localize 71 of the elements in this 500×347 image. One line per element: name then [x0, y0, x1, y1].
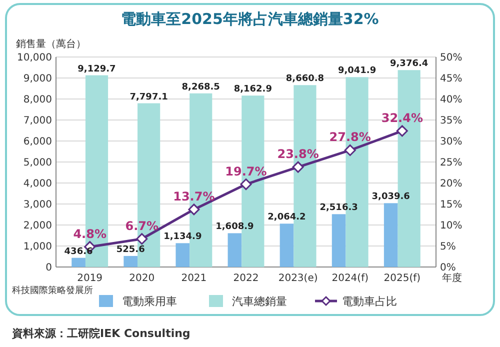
point [396, 125, 408, 137]
bar [72, 258, 86, 267]
point [292, 161, 304, 173]
point [188, 204, 200, 216]
text: 科技國際策略發展所 [12, 285, 93, 296]
y-tick-label: 3,000 [23, 200, 52, 210]
y-tick-label: 7,000 [23, 116, 52, 126]
data-label: 2,516.3 [320, 203, 358, 214]
y2-tick-label: 10% [440, 220, 462, 232]
x-tick-label: 2021 [181, 273, 207, 284]
x-tick-label: 2020 [129, 273, 155, 284]
x-tick-label: 2023(e) [278, 273, 318, 284]
y2-tick-label: 25% [440, 158, 462, 168]
y2-tick-label: 30% [440, 136, 462, 148]
bar [280, 224, 294, 267]
y2-tick-label: 40% [440, 94, 462, 106]
data-label: 436.6 [64, 246, 93, 257]
x-tick-label: 2024(f) [332, 273, 369, 284]
y2-tick-label: 20% [440, 178, 462, 190]
data-label: 4.8% [73, 226, 106, 241]
source-note: 資料來源：工研院IEK Consulting [11, 327, 190, 340]
y2-tick-label: 50% [440, 52, 462, 64]
data-label: 3,039.6 [372, 192, 410, 202]
y-tick-label: 9,000 [23, 74, 52, 84]
y-tick-label: 4,000 [23, 178, 52, 190]
data-label: 1,608.9 [216, 222, 254, 232]
bar [384, 203, 398, 267]
data-label: 2,064.2 [268, 212, 306, 223]
data-label: 32.4% [381, 110, 423, 125]
legend-label: 汽車總銷量 [232, 294, 287, 308]
y-tick-label: 5,000 [23, 158, 52, 168]
x-tick-label: 2019 [77, 273, 103, 284]
y2-tick-label: 5% [440, 242, 456, 252]
data-label: 27.8% [329, 130, 371, 144]
y-tick-label: 6,000 [23, 136, 52, 148]
legend-label: 電動車占比 [342, 294, 397, 308]
x-tick-label: 2025(f) [384, 273, 421, 284]
data-label: 23.8% [277, 147, 319, 162]
data-label: 8,268.5 [182, 82, 220, 92]
point [136, 233, 148, 245]
y-tick-label: 1,000 [23, 242, 52, 252]
data-label: 8,660.8 [286, 74, 324, 84]
bar [332, 214, 346, 267]
legend-label: 電動乘用車 [122, 294, 177, 308]
y-tick-label: 8,000 [23, 94, 52, 106]
y2-tick-label: 35% [440, 116, 462, 126]
data-label: 9,376.4 [390, 59, 428, 70]
data-label: 7,797.1 [130, 92, 168, 102]
data-label: 19.7% [225, 164, 267, 178]
point [344, 144, 356, 156]
y-axis-title: 銷售量（萬台） [16, 38, 86, 50]
bar [228, 233, 242, 267]
y-tick-label: 10,000 [17, 52, 52, 64]
y-tick-label: 2,000 [23, 220, 52, 232]
y2-tick-label: 15% [440, 200, 462, 210]
bar [124, 256, 138, 267]
y-tick-label: 0 [46, 262, 52, 274]
data-label: 525.6 [116, 244, 145, 255]
data-label: 13.7% [173, 189, 215, 204]
data-label: 9,041.9 [338, 66, 376, 76]
y2-tick-label: 0% [440, 262, 456, 274]
data-label: 1,134.9 [164, 232, 202, 242]
data-label: 6.7% [125, 218, 159, 233]
x-tick-label: 2022 [233, 273, 259, 284]
data-label: 8,162.9 [234, 84, 272, 95]
y2-tick-label: 45% [440, 74, 462, 84]
data-label: 9,129.7 [78, 64, 116, 74]
chart-title: 電動車至2025年將占汽車總銷量32% [121, 10, 379, 28]
bar [176, 243, 190, 267]
x-axis-title: 年度 [442, 272, 462, 284]
point [240, 178, 252, 190]
